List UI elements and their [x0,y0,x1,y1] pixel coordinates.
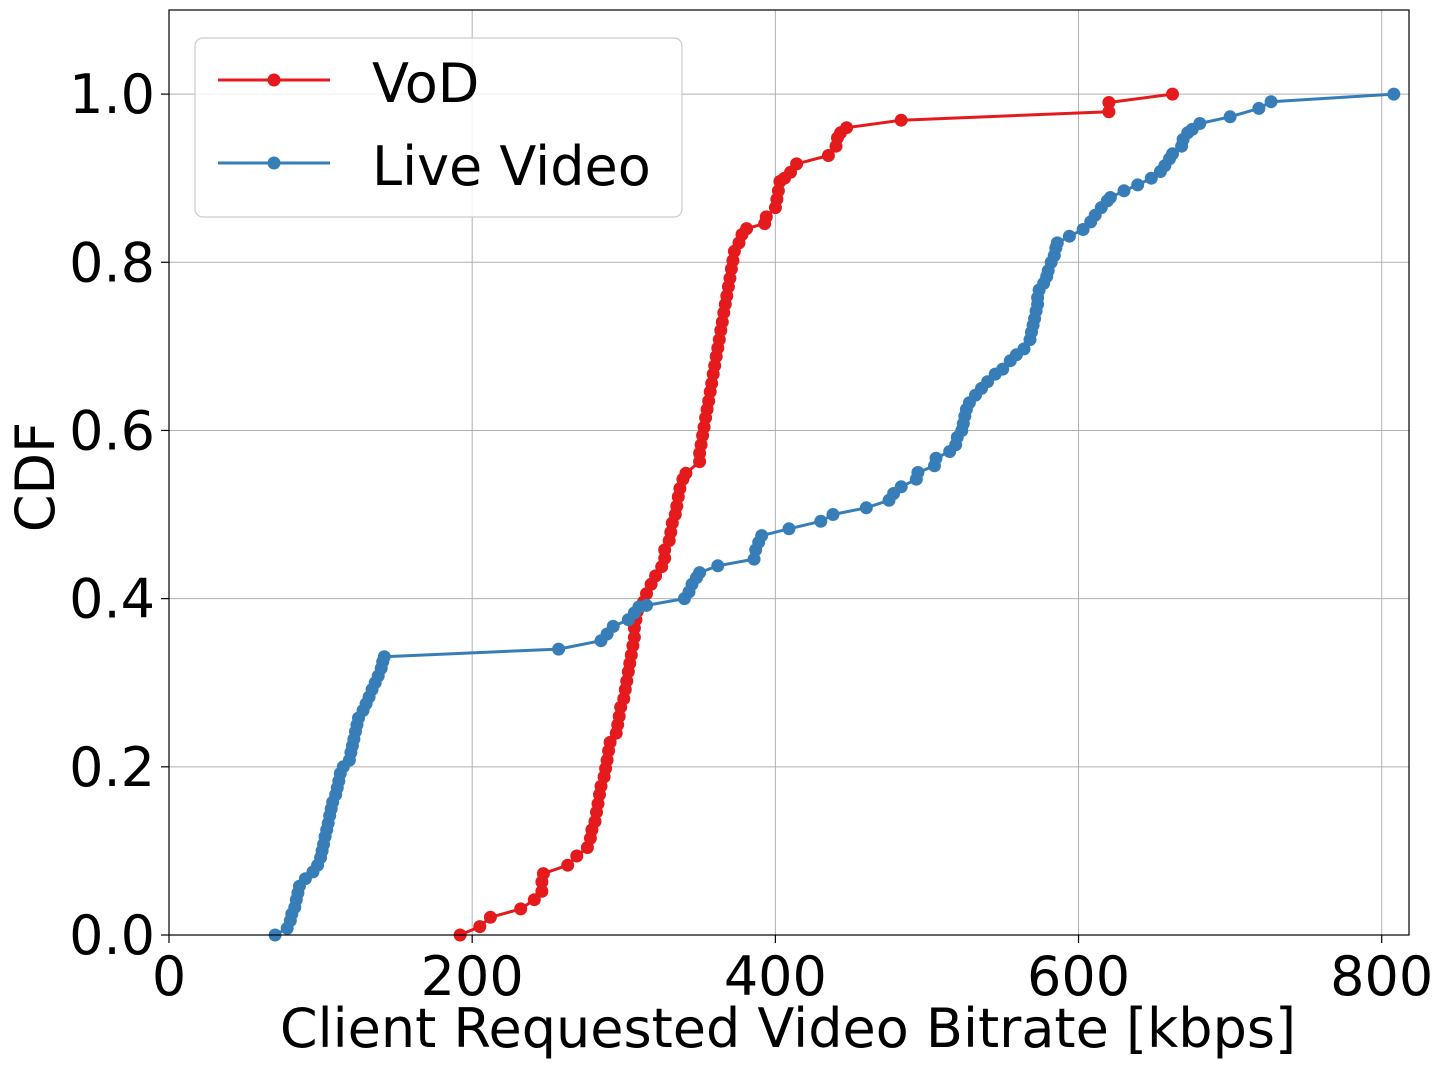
y-tick-label-3: 0.6 [69,399,155,462]
x-tick-label-2: 400 [724,945,827,1008]
data-point-vod-34 [627,630,641,644]
data-point-live-video-40 [377,650,391,664]
y-axis-ticks: 0.0 0.2 0.4 0.6 0.8 1.0 [69,63,169,967]
data-point-live-video-122 [1264,95,1278,109]
grid-lines [168,10,1409,936]
data-point-vod-2 [483,910,497,924]
data-point-vod-41 [649,569,663,583]
legend-label-vod: VoD [372,52,479,115]
data-point-vod-83 [759,210,773,224]
data-point-vod-97 [1102,105,1116,119]
data-point-vod-95 [840,121,854,135]
data-series [268,87,1401,942]
legend-label-live-video: Live Video [372,135,651,198]
data-point-vod-90 [790,157,804,171]
data-point-vod-96 [894,113,908,127]
data-point-vod-7 [536,867,550,881]
data-point-live-video-48 [640,598,653,612]
series-live-video [268,87,1401,942]
y-tick-label-5: 1.0 [69,63,155,126]
legend-marker-vod [267,73,281,87]
data-point-live-video-82 [996,362,1010,376]
data-point-live-video-54 [711,559,725,573]
data-point-live-video-119 [1193,117,1207,130]
data-point-live-video-107 [1103,191,1117,204]
data-point-vod-8 [561,858,575,872]
x-tick-label-0: 0 [152,945,186,1008]
x-tick-label-1: 200 [421,945,524,1008]
data-point-vod-81 [740,222,754,236]
data-point-live-video-62 [859,501,873,515]
data-point-vod-4 [527,893,541,907]
legend-frame [194,37,683,218]
x-tick-label-3: 600 [1027,945,1130,1008]
data-point-live-video-120 [1223,110,1237,124]
data-point-live-video-101 [1062,229,1076,243]
data-point-vod-9 [570,849,584,863]
legend: VoD Live Video [194,37,683,218]
data-point-vod-98 [1102,96,1116,109]
x-axis-ticks: 0 200 400 600 800 [152,935,1433,1008]
data-point-live-video-58 [755,529,769,543]
data-point-live-video-109 [1131,178,1145,192]
y-tick-label-4: 0.8 [69,231,155,294]
data-point-vod-1 [473,920,487,934]
y-tick-label-2: 0.4 [69,568,155,631]
data-point-live-video-67 [911,466,925,479]
x-axis-label: Client Requested Video Bitrate [kbps] [280,997,1296,1060]
data-point-live-video-61 [826,508,840,521]
data-point-live-video-65 [894,480,908,494]
data-point-live-video-59 [782,522,796,536]
data-point-live-video-114 [1166,147,1179,161]
y-axis-label: CDF [4,422,67,532]
data-point-live-video-60 [814,514,828,528]
data-point-live-video-53 [693,566,707,580]
series-vod [453,87,1179,942]
data-point-live-video-69 [929,451,943,465]
y-tick-label-1: 0.2 [69,736,155,799]
data-point-live-video-110 [1144,171,1158,185]
data-point-live-video-108 [1117,184,1131,198]
x-tick-label-4: 800 [1330,945,1433,1008]
data-point-live-video-121 [1252,101,1266,115]
legend-marker-live-video [267,156,281,170]
y-tick-label-0: 0.0 [69,904,155,967]
data-point-vod-22 [603,735,617,749]
data-point-vod-53 [679,466,693,480]
data-point-live-video-100 [1050,236,1064,250]
data-point-vod-99 [1166,87,1179,101]
data-point-vod-3 [514,902,528,916]
data-point-live-video-85 [1017,342,1031,356]
data-point-vod-5 [535,884,549,898]
data-point-live-video-44 [606,619,620,633]
data-point-live-video-41 [552,642,566,656]
data-point-live-video-123 [1387,87,1401,101]
plot-frame [168,9,1410,936]
data-point-vod-91 [821,149,835,162]
